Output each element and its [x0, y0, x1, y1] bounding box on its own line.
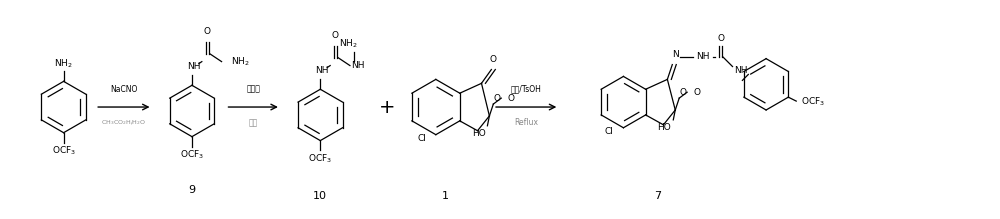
- Text: NH$_2$: NH$_2$: [231, 55, 250, 68]
- Text: 水合肼: 水合肼: [246, 85, 260, 94]
- Text: NH$_2$: NH$_2$: [339, 38, 357, 50]
- Text: 1: 1: [442, 191, 449, 201]
- Text: 10: 10: [313, 191, 327, 201]
- Text: OCF$_3$: OCF$_3$: [52, 144, 76, 157]
- Text: NH: NH: [734, 66, 747, 75]
- Text: Cl: Cl: [417, 134, 426, 143]
- Text: NaCNO: NaCNO: [110, 85, 138, 94]
- Text: O: O: [717, 34, 724, 43]
- Text: NH: NH: [187, 62, 201, 71]
- Text: NH: NH: [351, 61, 365, 70]
- Text: Reflux: Reflux: [514, 118, 538, 127]
- Text: 乙醇/TsOH: 乙醇/TsOH: [511, 85, 542, 94]
- Text: 9: 9: [188, 185, 196, 195]
- Text: N: N: [672, 50, 679, 59]
- Text: NH: NH: [696, 52, 710, 61]
- Text: O: O: [693, 88, 700, 97]
- Text: 乙醇: 乙醇: [249, 118, 258, 127]
- Text: OCF$_3$: OCF$_3$: [308, 152, 332, 165]
- Text: CH$_3$CO$_2$H/H$_2$O: CH$_3$CO$_2$H/H$_2$O: [101, 118, 146, 127]
- Text: O: O: [332, 32, 339, 41]
- Text: O: O: [203, 28, 210, 37]
- Text: 7: 7: [654, 191, 662, 201]
- Text: +: +: [379, 97, 396, 117]
- Text: O: O: [490, 55, 497, 64]
- Text: NH$_2$: NH$_2$: [54, 57, 73, 70]
- Text: O: O: [494, 94, 501, 103]
- Text: OCF$_3$: OCF$_3$: [801, 96, 826, 108]
- Text: HO: HO: [472, 129, 485, 138]
- Text: OCF$_3$: OCF$_3$: [180, 148, 204, 161]
- Text: Cl: Cl: [605, 127, 614, 136]
- Text: O: O: [508, 94, 515, 103]
- Text: O: O: [680, 88, 687, 97]
- Text: HO: HO: [658, 123, 671, 132]
- Text: NH: NH: [316, 66, 329, 75]
